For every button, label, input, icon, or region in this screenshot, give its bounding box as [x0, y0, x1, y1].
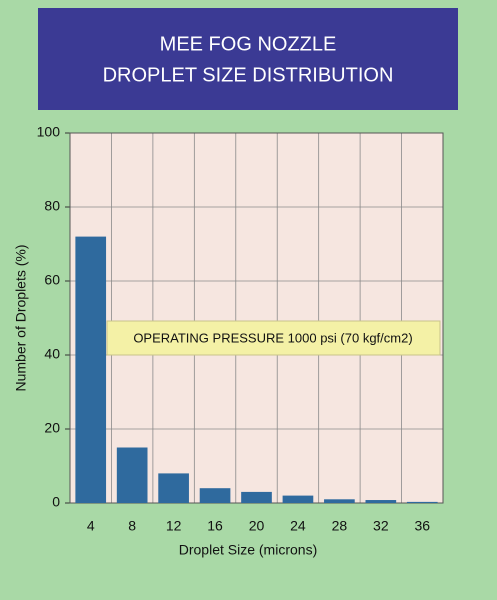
bar: [158, 473, 189, 503]
bar: [75, 236, 107, 503]
annotation: OPERATING PRESSURE 1000 psi (70 kgf/cm2): [133, 330, 412, 345]
title-box: [38, 8, 458, 110]
x-axis-label: Droplet Size (microns): [179, 542, 317, 558]
y-tick-label: 80: [44, 198, 60, 214]
y-tick-label: 0: [52, 494, 60, 510]
annotation-box: [106, 320, 441, 356]
x-tick-label: 12: [166, 518, 182, 534]
x-tick-label: 28: [332, 518, 348, 534]
chart-title: MEE FOG NOZZLE: [160, 33, 337, 55]
bar: [324, 499, 355, 503]
bar: [116, 447, 148, 503]
x-tick-label: 32: [373, 518, 389, 534]
x-tick-label: 20: [249, 518, 265, 534]
chart-title: DROPLET SIZE DISTRIBUTION: [103, 64, 394, 86]
x-tick-label: 24: [290, 518, 306, 534]
bar: [365, 500, 397, 503]
plot-area: [70, 133, 443, 503]
y-tick-label: 40: [44, 346, 60, 362]
x-tick-label: 36: [414, 518, 430, 534]
bar: [406, 501, 438, 503]
x-tick-label: 16: [207, 518, 223, 534]
bar: [241, 491, 272, 503]
bar: [199, 488, 231, 503]
y-tick-label: 100: [37, 124, 61, 140]
y-tick-label: 60: [44, 272, 60, 288]
y-tick-label: 20: [44, 420, 60, 436]
bar: [282, 495, 314, 503]
x-tick-label: 4: [87, 518, 95, 534]
x-tick-label: 8: [128, 518, 136, 534]
y-axis-label: Number of Droplets (%): [13, 244, 29, 391]
